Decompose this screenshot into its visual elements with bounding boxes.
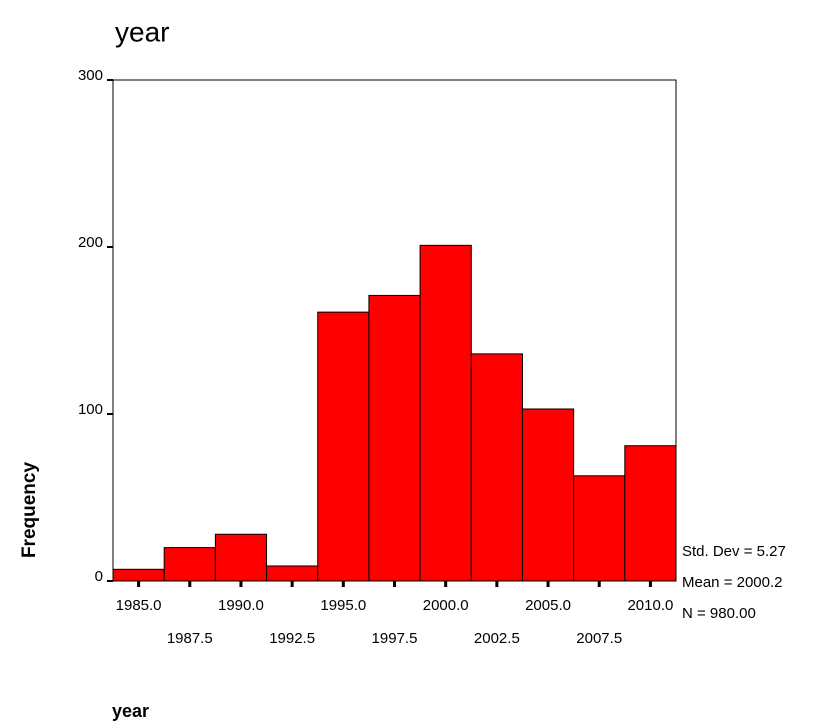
y-tick-label: 100 xyxy=(78,401,103,418)
x-tick-label: 1997.5 xyxy=(372,630,418,647)
bar xyxy=(266,565,319,582)
bar xyxy=(521,408,575,582)
x-tick-label: 1990.0 xyxy=(218,597,264,614)
bar xyxy=(573,475,626,582)
x-axis-label: year xyxy=(112,701,149,721)
bar xyxy=(163,547,216,582)
chart-title: year xyxy=(115,16,169,47)
x-tick-label: 2010.0 xyxy=(627,597,673,614)
bar xyxy=(624,445,677,582)
bar xyxy=(214,533,268,582)
y-axis-label: Frequency xyxy=(19,462,40,559)
annotation: Mean = 2000.2 xyxy=(682,574,783,591)
x-tick-label: 2007.5 xyxy=(576,630,622,647)
y-tick-label: 0 xyxy=(95,568,103,585)
annotation: N = 980.00 xyxy=(682,605,756,622)
bar xyxy=(368,294,421,582)
bar xyxy=(419,244,472,582)
annotation: Std. Dev = 5.27 xyxy=(682,543,786,560)
x-tick-label: 1985.0 xyxy=(116,597,162,614)
x-tick-label: 1995.0 xyxy=(320,597,366,614)
bar xyxy=(470,353,523,582)
x-tick-label: 2000.0 xyxy=(423,597,469,614)
x-tick-label: 1992.5 xyxy=(269,630,315,647)
x-tick-label: 1987.5 xyxy=(167,630,213,647)
x-tick-label: 2002.5 xyxy=(474,630,520,647)
x-tick-label: 2005.0 xyxy=(525,597,571,614)
y-tick-label: 300 xyxy=(78,67,103,84)
bar xyxy=(112,568,165,582)
bar xyxy=(317,311,370,582)
y-tick-label: 200 xyxy=(78,234,103,251)
